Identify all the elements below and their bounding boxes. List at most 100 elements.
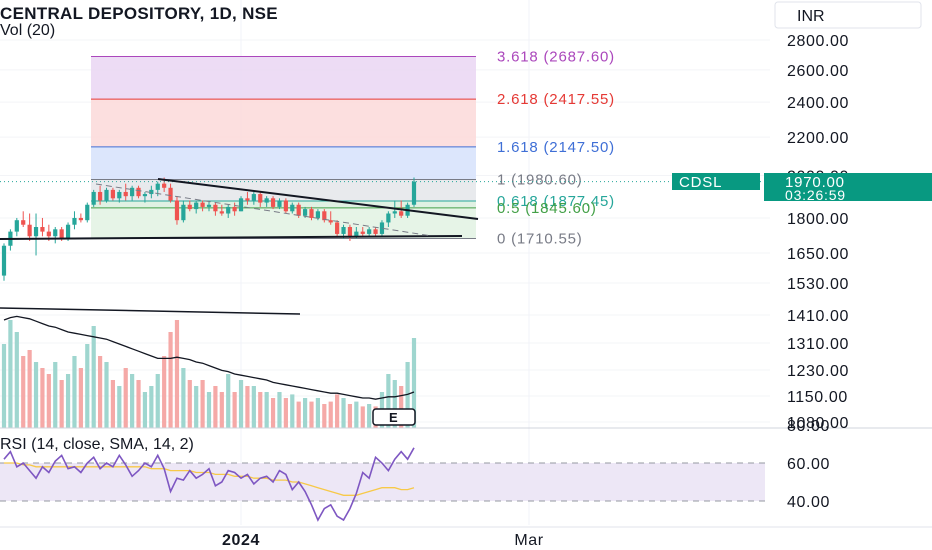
candle-body <box>379 222 385 234</box>
last-price-text: 1970.00 <box>785 174 845 191</box>
candle-body <box>367 229 372 234</box>
candle-body <box>110 189 116 199</box>
candle-body <box>136 187 141 197</box>
volume-bar <box>206 392 212 428</box>
currency-button[interactable]: INR <box>774 1 922 29</box>
candle-body <box>386 213 391 223</box>
price-axis-tick-label: 2800.00 <box>787 33 849 50</box>
candle-body <box>238 198 244 212</box>
candle-body <box>181 204 186 221</box>
volume-bar <box>72 356 77 428</box>
volume-bar <box>238 380 244 428</box>
candle-body <box>155 183 160 190</box>
candle-body <box>315 211 321 218</box>
candle-body <box>65 224 71 239</box>
fib-zone <box>91 207 476 239</box>
support-trendline <box>0 235 463 240</box>
volume-bar <box>213 386 218 428</box>
candle-body <box>187 204 192 210</box>
volume-bar <box>97 356 103 428</box>
volume-bar <box>360 406 365 428</box>
candle-body <box>290 204 295 212</box>
volume-bar <box>1 344 7 428</box>
volume-bar <box>40 368 45 428</box>
fibonacci-extension[interactable]: 3.618 (2687.60) 2.618 (2417.55) 1.618 (214… <box>91 49 615 248</box>
earnings-marker[interactable]: E <box>372 408 416 426</box>
candle-body <box>1 245 7 276</box>
candle-body <box>200 202 205 207</box>
volume-bar <box>245 386 250 428</box>
volume-bar <box>14 332 19 428</box>
candle-body <box>78 217 83 221</box>
candle-body <box>354 231 359 237</box>
candle-body <box>59 229 64 239</box>
volume-bar <box>335 394 340 428</box>
candle-body <box>335 222 340 234</box>
fib-level-label: 1.618 (2147.50) <box>497 139 615 156</box>
candle-body <box>347 227 353 237</box>
candle-body <box>27 224 32 237</box>
volume-bar <box>85 344 90 428</box>
volume-bar <box>168 332 173 428</box>
volume-bar <box>315 398 321 428</box>
price-axis-tick-label: 1800.00 <box>787 211 849 228</box>
candle-body <box>40 227 45 232</box>
candle-body <box>53 229 58 237</box>
volume-bar <box>149 386 154 428</box>
volume-bar <box>46 374 51 428</box>
price-axis-tick-label: 1080.00 <box>787 415 849 432</box>
candle-body <box>411 181 417 205</box>
price-axis[interactable]: 1080.00 1150.00 1230.00 1310.00 1410.00 1530.… <box>787 33 849 511</box>
volume-bar <box>392 380 397 428</box>
volume-bar <box>411 338 417 428</box>
earnings-marker-label: E <box>389 410 398 425</box>
candle-body <box>373 229 378 234</box>
price-axis-tick-label: 2600.00 <box>787 63 849 80</box>
candle-body <box>302 209 308 216</box>
volume-bar <box>181 368 186 428</box>
candle-body <box>232 206 237 212</box>
volume-bar <box>123 368 128 428</box>
candle-body <box>270 198 276 207</box>
fib-zone <box>91 56 476 100</box>
trendline-drawings[interactable] <box>0 178 479 315</box>
volume-bar <box>200 380 205 428</box>
candle-body <box>174 200 180 221</box>
rsi-pane[interactable] <box>0 427 932 522</box>
volume-bar <box>270 398 276 428</box>
candle-body <box>251 194 256 201</box>
fib-zone <box>91 179 476 201</box>
candlestick-series[interactable] <box>0 177 770 281</box>
candle-body <box>206 204 212 207</box>
candle-body <box>258 194 263 203</box>
time-axis-tick-label: 2024 <box>222 532 260 549</box>
fib-level-label: 1 (1980.60) <box>497 171 583 188</box>
fib-level-label: 0 (1710.55) <box>497 230 583 247</box>
volume-bar <box>110 380 116 428</box>
volume-bar <box>219 392 224 428</box>
candle-body <box>117 191 122 199</box>
volume-bar <box>367 404 372 428</box>
volume-bar <box>33 362 39 428</box>
fib-level-label: 0.5 (1845.60) <box>497 200 597 217</box>
price-axis-tick-label: 1150.00 <box>787 389 848 406</box>
volume-bar <box>354 401 359 428</box>
volume-bar <box>117 386 122 428</box>
volume-bar <box>328 401 333 428</box>
candle-body <box>322 211 327 221</box>
price-badge[interactable]: CDSL 1970.00 03:26:59 <box>672 173 932 203</box>
volume-bar <box>283 398 288 428</box>
chart-title: CENTRAL DEPOSITORY, 1D, NSE <box>0 4 278 23</box>
volume-bar <box>65 374 71 428</box>
candle-body <box>328 220 333 223</box>
channel-dashed-line <box>95 183 433 237</box>
candle-body <box>85 204 90 221</box>
fib-zone <box>91 99 476 147</box>
time-axis[interactable]: 2024 Mar <box>0 526 932 549</box>
candle-body <box>14 220 19 232</box>
volume-bar <box>322 404 327 428</box>
candle-body <box>194 202 199 210</box>
volume-bar <box>309 401 314 428</box>
volume-bar <box>78 368 83 428</box>
